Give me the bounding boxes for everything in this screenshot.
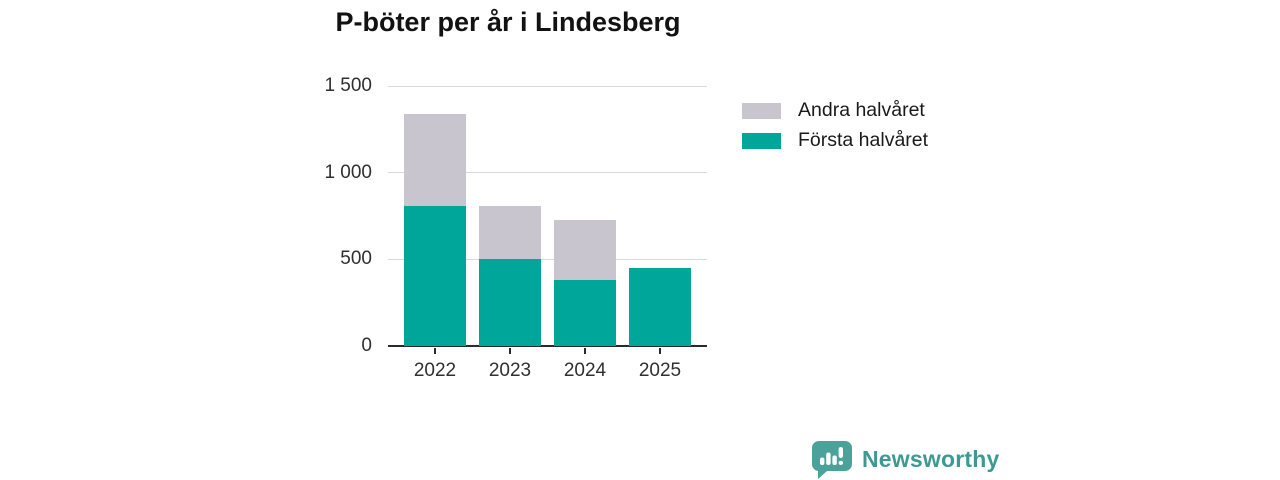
bar-2025-första-halvåret <box>629 268 691 346</box>
legend-item-andra-halvåret: Andra halvåret <box>742 96 928 126</box>
gridline-1000 <box>388 172 707 174</box>
y-axis-labels: 0 500 1 000 1 500 <box>288 75 372 356</box>
x-tick-mark-2025 <box>659 348 661 354</box>
legend: Andra halvåret Första halvåret <box>742 96 928 156</box>
legend-swatch <box>742 103 781 119</box>
x-tick-mark-2024 <box>584 348 586 354</box>
x-tick-label-2024: 2024 <box>563 360 607 381</box>
x-tick-mark-2022 <box>434 348 436 354</box>
legend-swatch <box>742 133 781 149</box>
bar-2022-första-halvåret <box>404 206 466 346</box>
y-tick-label-500: 500 <box>340 248 372 270</box>
bar-2023-första-halvåret <box>479 259 541 346</box>
bar-2022-andra-halvåret <box>404 113 466 207</box>
x-tick-label-2023: 2023 <box>488 360 532 381</box>
y-tick-label-0: 0 <box>361 335 372 356</box>
gridline-500 <box>388 258 707 260</box>
bar-2024-första-halvåret <box>554 280 616 346</box>
legend-label: Första halvåret <box>798 129 929 152</box>
y-tick-label-1500: 1 500 <box>324 75 372 96</box>
x-tick-label-2025: 2025 <box>638 360 682 381</box>
x-tick-mark-2023 <box>509 348 511 354</box>
gridline-1500 <box>388 85 707 87</box>
legend-item-första-halvåret: Första halvåret <box>742 126 928 156</box>
chart-title: P-böter per år i Lindesberg <box>335 7 681 37</box>
x-axis-line <box>388 345 707 347</box>
brand-name: Newsworthy <box>862 446 1000 472</box>
newsworthy-logo-icon <box>812 441 852 479</box>
bar-2023-andra-halvåret <box>479 206 541 260</box>
plot-area: 2022 2023 2024 2025 <box>388 85 707 381</box>
footer-brand: Newsworthy <box>812 441 999 479</box>
bar-2024-andra-halvåret <box>554 220 616 281</box>
y-tick-label-1000: 1 000 <box>324 161 372 183</box>
legend-label: Andra halvåret <box>798 99 925 122</box>
x-tick-label-2022: 2022 <box>413 360 457 381</box>
